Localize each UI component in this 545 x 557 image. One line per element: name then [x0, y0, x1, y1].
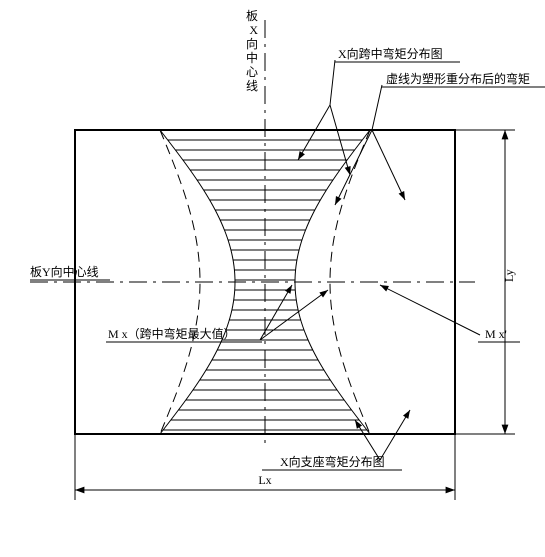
svg-text:Ly: Ly [502, 269, 516, 282]
svg-text:虚线为塑形重分布后的弯矩: 虚线为塑形重分布后的弯矩 [386, 71, 530, 86]
svg-text:心: 心 [246, 65, 258, 79]
svg-text:X向支座弯矩分布图: X向支座弯矩分布图 [280, 454, 385, 469]
svg-text:线: 线 [246, 79, 258, 93]
moment-distribution-diagram: Lx Ly 板X向中心线 X向跨中弯矩分布图虚线为塑形重分布后的弯矩板Y向中心线 M x… [0, 0, 545, 557]
svg-text:中: 中 [246, 50, 258, 65]
svg-text:板: 板 [246, 9, 258, 23]
svg-text:M x（跨中弯矩最大值）: M x（跨中弯矩最大值） [108, 326, 236, 341]
svg-text:板Y向中心线: 板Y向中心线 [30, 264, 99, 279]
svg-text:向: 向 [246, 36, 258, 51]
svg-text:Lx: Lx [258, 473, 271, 487]
svg-text:X: X [249, 23, 258, 37]
svg-text:M x': M x' [485, 327, 507, 341]
svg-text:X向跨中弯矩分布图: X向跨中弯矩分布图 [338, 46, 443, 61]
